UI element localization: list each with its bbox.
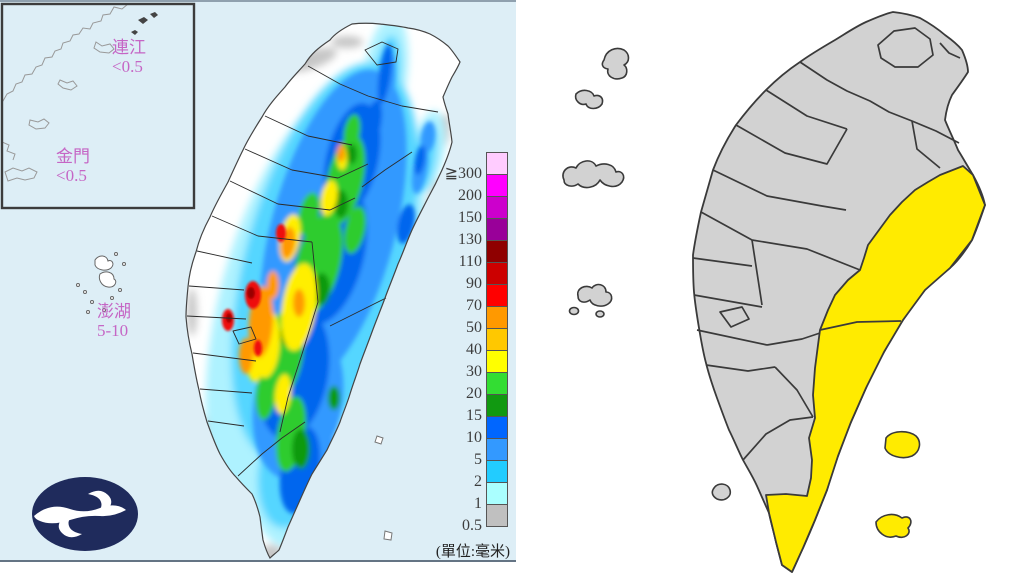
kinmen-island bbox=[562, 160, 625, 189]
penghu-island bbox=[576, 283, 613, 307]
legend-band-swatch bbox=[486, 504, 508, 527]
legend-band-swatch bbox=[486, 174, 508, 197]
legend-band-label: 10 bbox=[466, 429, 482, 446]
legend-band-label: 20 bbox=[466, 385, 482, 402]
legend-band-label: 130 bbox=[458, 231, 482, 248]
legend-band-label: 90 bbox=[466, 275, 482, 292]
county-borders-left bbox=[186, 41, 439, 477]
legend-band-swatch bbox=[486, 394, 508, 417]
rainfall-map bbox=[0, 2, 461, 559]
legend-band-swatch bbox=[486, 196, 508, 219]
penghu-islets bbox=[76, 252, 126, 314]
legend-band-label: 110 bbox=[458, 253, 482, 270]
legend-band-swatch bbox=[486, 306, 508, 329]
legend-band-swatch bbox=[486, 416, 508, 439]
cwb-logo bbox=[32, 477, 138, 551]
legend-band-swatch bbox=[486, 328, 508, 351]
matsu-island-a bbox=[601, 47, 630, 80]
legend-band-label: 150 bbox=[458, 209, 482, 226]
legend-band-label: 30 bbox=[466, 363, 482, 380]
legend-band-label: 2 bbox=[474, 473, 482, 490]
legend-band-swatch bbox=[486, 372, 508, 395]
penghu-islet-a bbox=[568, 306, 580, 316]
legend-band-swatch bbox=[486, 240, 508, 263]
legend-band-swatch bbox=[486, 218, 508, 241]
rainfall-legend: ≧300 200 150 130 110 90 70 50 40 30 20 15 10 5 2 1 0.5 bbox=[430, 152, 510, 534]
matsu-island-b bbox=[574, 89, 604, 110]
green-island bbox=[884, 430, 921, 459]
unit-note: (單位:毫米) bbox=[435, 544, 510, 560]
penghu-islet-b bbox=[595, 310, 605, 318]
inset-border bbox=[0, 2, 196, 210]
warning-map bbox=[562, 11, 986, 573]
legend-band-swatch bbox=[486, 460, 508, 483]
legend-band-swatch bbox=[486, 152, 508, 175]
inset-map bbox=[2, 4, 158, 182]
legend-band-swatch bbox=[486, 482, 508, 505]
legend-band-label: 5 bbox=[474, 451, 482, 468]
matsu-islets bbox=[131, 12, 158, 35]
legend-band-label: 200 bbox=[458, 187, 482, 204]
kinmen-label: 金門 <0.5 bbox=[56, 147, 90, 185]
legend-band-swatch bbox=[486, 262, 508, 285]
legend-band-label: 50 bbox=[466, 319, 482, 336]
county-borders-right bbox=[692, 27, 961, 461]
rainfall-map-panel: 連江 <0.5 金門 <0.5 澎湖 5-10 ≧300 200 150 130 110 90 7… bbox=[0, 0, 516, 562]
legend-band-swatch bbox=[486, 284, 508, 307]
legend-band-swatch bbox=[486, 438, 508, 461]
xiaoliuqiu-island bbox=[711, 483, 732, 501]
offshore-islets bbox=[374, 435, 393, 541]
legend-band-label: 40 bbox=[466, 341, 482, 358]
penghu-label: 澎湖 5-10 bbox=[97, 302, 131, 340]
lienchiang-label: 連江 <0.5 bbox=[112, 38, 146, 76]
warning-region-east bbox=[765, 165, 986, 573]
orchid-island bbox=[875, 513, 912, 539]
legend-band-label: 15 bbox=[466, 407, 482, 424]
legend-band-swatch bbox=[486, 350, 508, 373]
legend-band-label: 70 bbox=[466, 297, 482, 314]
legend-band-label: 0.5 bbox=[462, 517, 482, 534]
legend-band-label: ≧300 bbox=[444, 165, 482, 182]
taiwan-coastline bbox=[185, 22, 461, 559]
legend-band-label: 1 bbox=[474, 495, 482, 512]
warning-map-panel bbox=[516, 0, 1024, 576]
